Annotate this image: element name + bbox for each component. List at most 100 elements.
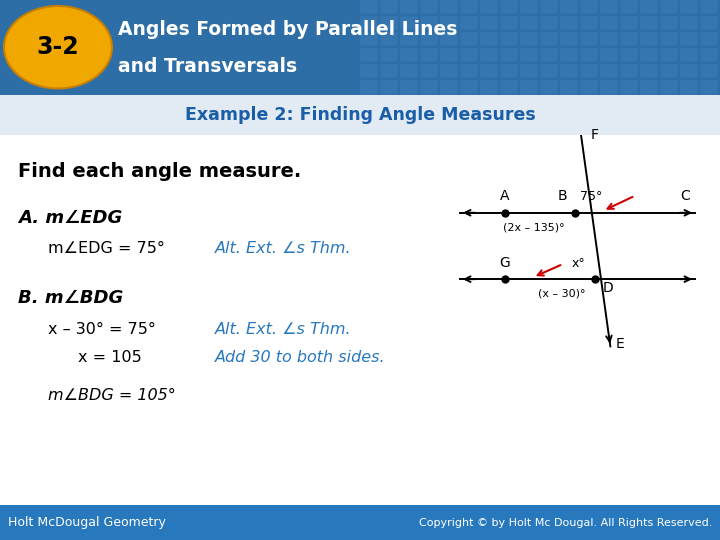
Bar: [360, 0, 378, 14]
Text: A: A: [500, 190, 510, 203]
Bar: [380, 0, 398, 14]
Bar: [400, 48, 418, 62]
Text: D: D: [603, 281, 613, 295]
Bar: [540, 64, 558, 78]
Bar: [500, 80, 518, 94]
Bar: [420, 48, 438, 62]
Bar: [600, 48, 618, 62]
Bar: [700, 16, 718, 30]
Bar: [580, 16, 598, 30]
Bar: [440, 80, 458, 94]
Bar: [600, 64, 618, 78]
Bar: [600, 16, 618, 30]
Bar: [520, 48, 538, 62]
Bar: [500, 64, 518, 78]
Bar: [360, 48, 378, 62]
Bar: [580, 32, 598, 46]
Bar: [460, 64, 478, 78]
Text: Copyright © by Holt Mc Dougal. All Rights Reserved.: Copyright © by Holt Mc Dougal. All Right…: [418, 518, 712, 528]
Bar: [660, 16, 678, 30]
Bar: [580, 48, 598, 62]
Bar: [560, 16, 578, 30]
Bar: [520, 80, 538, 94]
Bar: [640, 0, 658, 14]
Text: B: B: [557, 190, 567, 203]
Bar: [400, 16, 418, 30]
Bar: [700, 80, 718, 94]
Text: m∠EDG = 75°: m∠EDG = 75°: [48, 241, 165, 256]
Bar: [360, 16, 378, 30]
Bar: [480, 80, 498, 94]
Text: E: E: [616, 337, 625, 351]
Text: (2x – 135)°: (2x – 135)°: [503, 222, 565, 232]
Bar: [540, 80, 558, 94]
Bar: [620, 48, 638, 62]
Bar: [420, 64, 438, 78]
Bar: [480, 32, 498, 46]
Bar: [500, 0, 518, 14]
Bar: [700, 32, 718, 46]
Bar: [400, 64, 418, 78]
Bar: [400, 0, 418, 14]
Bar: [700, 0, 718, 14]
Text: m∠BDG = 105°: m∠BDG = 105°: [48, 388, 176, 403]
Bar: [600, 80, 618, 94]
Text: (x – 30)°: (x – 30)°: [538, 289, 585, 299]
Bar: [560, 32, 578, 46]
Bar: [660, 48, 678, 62]
Bar: [420, 16, 438, 30]
Bar: [580, 0, 598, 14]
Text: A. m∠EDG: A. m∠EDG: [18, 210, 122, 227]
Bar: [480, 48, 498, 62]
Bar: [460, 16, 478, 30]
Bar: [420, 32, 438, 46]
Bar: [580, 64, 598, 78]
Text: and Transversals: and Transversals: [118, 57, 297, 76]
Bar: [580, 80, 598, 94]
Bar: [700, 48, 718, 62]
Bar: [380, 64, 398, 78]
Bar: [620, 64, 638, 78]
Bar: [700, 64, 718, 78]
Text: x = 105: x = 105: [78, 350, 142, 366]
Bar: [380, 48, 398, 62]
Bar: [520, 64, 538, 78]
Bar: [680, 0, 698, 14]
Bar: [660, 64, 678, 78]
Ellipse shape: [4, 6, 112, 89]
Bar: [380, 16, 398, 30]
Bar: [480, 16, 498, 30]
Bar: [680, 48, 698, 62]
Bar: [460, 32, 478, 46]
Bar: [380, 80, 398, 94]
Bar: [640, 64, 658, 78]
Bar: [660, 80, 678, 94]
Text: Angles Formed by Parallel Lines: Angles Formed by Parallel Lines: [118, 19, 457, 39]
Bar: [620, 32, 638, 46]
Bar: [540, 0, 558, 14]
Bar: [660, 32, 678, 46]
Bar: [460, 80, 478, 94]
Bar: [560, 80, 578, 94]
Text: 75°: 75°: [580, 190, 603, 203]
Text: Example 2: Finding Angle Measures: Example 2: Finding Angle Measures: [184, 106, 536, 124]
Bar: [420, 0, 438, 14]
Bar: [380, 32, 398, 46]
Text: B. m∠BDG: B. m∠BDG: [18, 289, 123, 307]
Bar: [420, 80, 438, 94]
Bar: [560, 0, 578, 14]
Bar: [400, 32, 418, 46]
Bar: [640, 48, 658, 62]
Bar: [520, 0, 538, 14]
Bar: [440, 64, 458, 78]
Text: G: G: [500, 255, 510, 269]
Bar: [680, 32, 698, 46]
Text: 3-2: 3-2: [37, 35, 79, 59]
Text: C: C: [680, 190, 690, 203]
Bar: [440, 16, 458, 30]
Text: x°: x°: [571, 256, 585, 269]
Bar: [440, 48, 458, 62]
Bar: [500, 48, 518, 62]
Bar: [480, 64, 498, 78]
Bar: [660, 0, 678, 14]
